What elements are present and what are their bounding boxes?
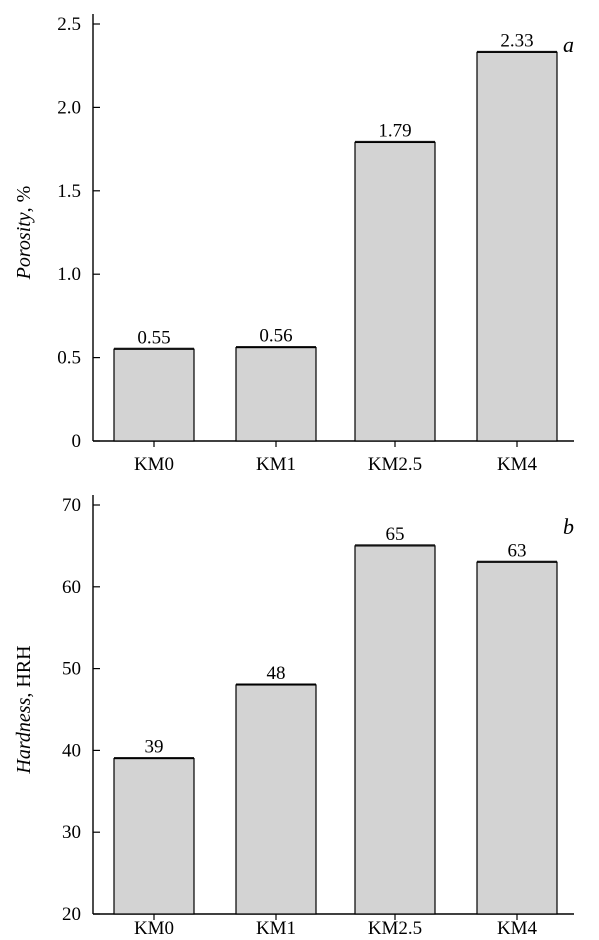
data-label: 0.56	[259, 326, 292, 347]
y-tick-label: 1.5	[57, 181, 81, 202]
panel-letter: b	[563, 514, 574, 539]
bar-KM4	[476, 561, 558, 915]
category-label: KM4	[497, 918, 538, 939]
category-label: KM2.5	[368, 454, 422, 475]
data-label: 39	[145, 737, 164, 758]
y-tick-label: 1.0	[57, 264, 81, 285]
bar-KM2.5	[354, 141, 436, 442]
bar-KM1	[235, 684, 317, 915]
data-label: 2.33	[500, 30, 533, 51]
data-label: 63	[508, 540, 527, 561]
y-axis-title-unit: , HRH	[13, 645, 35, 697]
y-tick-label: 2.0	[57, 97, 81, 118]
y-axis-title-unit: , %	[13, 186, 35, 213]
y-axis-title: Hardness, HRH	[13, 645, 35, 774]
y-tick-label: 2.5	[57, 14, 81, 35]
bar-KM2.5	[354, 545, 436, 915]
category-label: KM1	[256, 918, 296, 939]
panel-b: 20 30 40 50 60 70 KM0 39 KM1 48 KM2.5 65 KM4 63 Hardne…	[13, 495, 574, 939]
y-tick-label: 40	[62, 740, 81, 761]
y-tick-label: 30	[62, 822, 81, 843]
category-label: KM4	[497, 454, 538, 475]
category-label: KM1	[256, 454, 296, 475]
y-axis-title-italic: Hardness	[13, 697, 35, 774]
data-label: 48	[267, 663, 286, 684]
y-tick-label: 0	[72, 431, 82, 452]
y-tick-label: 50	[62, 659, 81, 680]
bar-KM0	[113, 757, 195, 915]
category-label: KM2.5	[368, 918, 422, 939]
category-label: KM0	[134, 918, 174, 939]
bar-KM4	[476, 51, 558, 442]
panel-letter: a	[563, 32, 574, 57]
y-tick-label: 70	[62, 495, 81, 516]
data-label: 1.79	[378, 120, 411, 141]
y-tick-label: 20	[62, 904, 81, 925]
panel-a: 0 0.5 1.0 1.5 2.0 2.5 KM0 0.55 KM1 0.56 KM2.5 1.79 K…	[13, 14, 574, 475]
category-label: KM0	[134, 454, 174, 475]
data-label: 65	[386, 524, 405, 545]
y-tick-label: 60	[62, 577, 81, 598]
y-axis-title-italic: Porosity	[13, 212, 35, 280]
bar-KM0	[113, 348, 195, 442]
y-axis-title: Porosity, %	[13, 186, 35, 281]
data-label: 0.55	[137, 327, 170, 348]
y-tick-label: 0.5	[57, 348, 81, 369]
bar-KM1	[235, 346, 317, 442]
